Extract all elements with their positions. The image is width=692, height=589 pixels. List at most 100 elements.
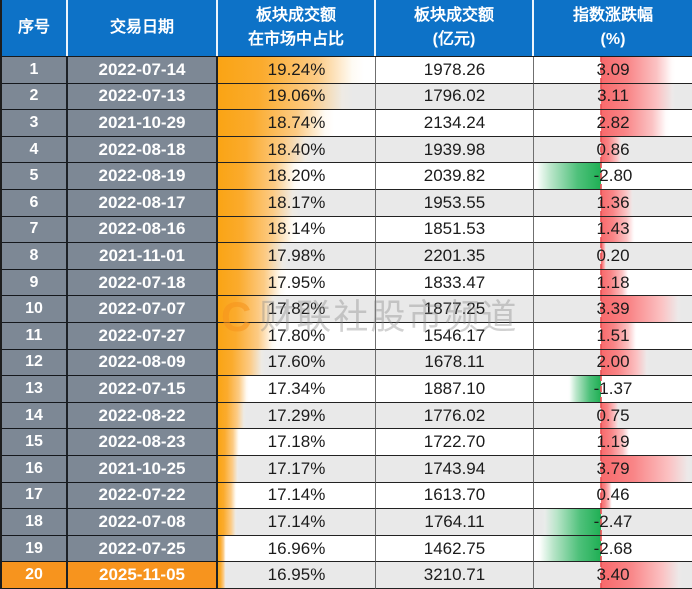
index-change-databar: [601, 269, 630, 296]
table-row: 6 2022-08-17 18.17% 1953.55 1.36: [2, 190, 692, 217]
turnover-amount-cell: 1613.70: [376, 482, 534, 510]
turnover-share-cell: 17.14%: [218, 482, 376, 510]
turnover-share-databar: [218, 269, 287, 296]
header-turnover-share-line2: 在市场中占比: [247, 31, 344, 48]
trade-date-cell: 2022-08-22: [68, 402, 218, 430]
databar-axis: [600, 243, 603, 269]
index-change-cell: 2.82: [534, 110, 692, 137]
row-index-cell: 11: [2, 323, 68, 350]
header-turnover-amount: 板块成交额 (亿元): [376, 0, 534, 56]
turnover-share-databar: [218, 402, 247, 429]
databar-axis: [600, 456, 603, 482]
trade-date-cell: 2022-07-22: [68, 482, 218, 510]
table-row: 9 2022-07-18 17.95% 1833.47 1.18: [2, 269, 692, 297]
index-change-databar: [601, 296, 683, 322]
table-row: 18 2022-07-08 17.14% 1764.11 -2.47: [2, 509, 692, 536]
databar-axis: [600, 349, 603, 376]
trade-date-cell: 2022-07-25: [68, 535, 218, 563]
turnover-share-cell: 17.14%: [218, 509, 376, 536]
table-row: 4 2022-08-18 18.40% 1939.98 0.86: [2, 136, 692, 164]
table-row: 2 2022-07-13 19.06% 1796.02 3.11: [2, 83, 692, 111]
index-change-databar: [601, 323, 638, 349]
turnover-amount-cell: 1743.94: [376, 456, 534, 483]
row-index-cell: 9: [2, 269, 68, 297]
header-index-change: 指数涨跌幅 (%): [534, 0, 692, 56]
row-index-cell: 8: [2, 243, 68, 270]
row-index-cell: 19: [2, 535, 68, 563]
trade-date-cell: 2025-11-05: [68, 562, 218, 589]
index-change-cell: 1.18: [534, 269, 692, 297]
databar-axis: [600, 482, 603, 509]
index-change-databar: [601, 243, 606, 269]
turnover-amount-cell: 1953.55: [376, 190, 534, 217]
index-change-databar: [601, 136, 622, 163]
index-change-databar: [536, 535, 602, 562]
index-change-cell: 1.51: [534, 323, 692, 350]
row-index-cell: 2: [2, 83, 68, 111]
databar-axis: [600, 296, 603, 323]
trade-date-cell: 2022-07-07: [68, 296, 218, 323]
turnover-share-cell: 18.14%: [218, 216, 376, 244]
turnover-share-databar: [218, 509, 238, 535]
turnover-share-cell: 17.60%: [218, 349, 376, 377]
header-index-label: 序号: [17, 19, 50, 36]
trade-date-cell: 2022-08-17: [68, 190, 218, 217]
table-row: 7 2022-08-16 18.14% 1851.53 1.43: [2, 216, 692, 244]
index-change-databar: [601, 190, 634, 216]
row-index-cell: 7: [2, 216, 68, 244]
databar-axis: [600, 269, 603, 296]
row-index-cell: 10: [2, 296, 68, 323]
index-change-databar: [601, 216, 636, 243]
trade-date-cell: 2022-08-19: [68, 163, 218, 190]
turnover-share-databar: [218, 243, 288, 269]
index-change-cell: 1.36: [534, 190, 692, 217]
turnover-share-cell: 17.29%: [218, 402, 376, 430]
turnover-share-cell: 17.80%: [218, 323, 376, 350]
turnover-share-databar: [218, 136, 314, 163]
turnover-share-cell: 18.20%: [218, 163, 376, 190]
row-index-cell: 1: [2, 57, 68, 84]
index-change-databar: [601, 429, 630, 455]
trade-date-cell: 2022-07-15: [68, 376, 218, 403]
trade-date-cell: 2022-08-16: [68, 216, 218, 244]
index-change-cell: 2.00: [534, 349, 692, 377]
index-change-cell: 0.46: [534, 482, 692, 510]
turnover-amount-cell: 1462.75: [376, 535, 534, 563]
turnover-amount-cell: 1678.11: [376, 349, 534, 377]
table-row: 10 2022-07-07 17.82% 1877.25 3.39: [2, 296, 692, 323]
row-index-cell: 3: [2, 110, 68, 137]
header-index-change-line1: 指数涨跌幅: [572, 7, 653, 24]
trade-date-cell: 2022-07-27: [68, 323, 218, 350]
turnover-share-databar: [218, 456, 240, 482]
turnover-share-databar: [218, 323, 278, 349]
turnover-amount-cell: 1833.47: [376, 269, 534, 297]
turnover-amount-cell: 1877.25: [376, 296, 534, 323]
databar-axis: [600, 535, 603, 562]
header-trade-date-label: 交易日期: [109, 19, 174, 36]
index-change-databar: [601, 57, 676, 83]
table-row: 3 2021-10-29 18.74% 2134.24 2.82: [2, 110, 692, 137]
turnover-share-databar: [218, 376, 250, 402]
header-index-change-line2: (%): [600, 31, 626, 48]
row-index-cell: 4: [2, 136, 68, 164]
turnover-share-databar: [218, 216, 298, 243]
index-change-cell: -2.80: [534, 163, 692, 190]
index-change-databar: [601, 482, 613, 509]
databar-axis: [600, 57, 603, 83]
index-change-cell: 3.09: [534, 57, 692, 84]
turnover-share-cell: 16.96%: [218, 535, 376, 563]
turnover-share-databar: [218, 163, 302, 189]
index-change-cell: 0.86: [534, 136, 692, 164]
turnover-share-databar: [218, 349, 266, 376]
index-change-databar: [601, 456, 692, 482]
turnover-share-databar: [218, 429, 240, 455]
index-change-cell: 0.75: [534, 402, 692, 430]
databar-axis: [600, 509, 603, 535]
turnover-share-cell: 16.95%: [218, 562, 376, 589]
index-change-databar: [534, 163, 602, 189]
databar-axis: [600, 562, 603, 589]
table-row: 1 2022-07-14 19.24% 1978.26 3.09: [2, 57, 692, 84]
turnover-share-databar: [218, 482, 238, 509]
turnover-share-databar: [218, 57, 364, 83]
